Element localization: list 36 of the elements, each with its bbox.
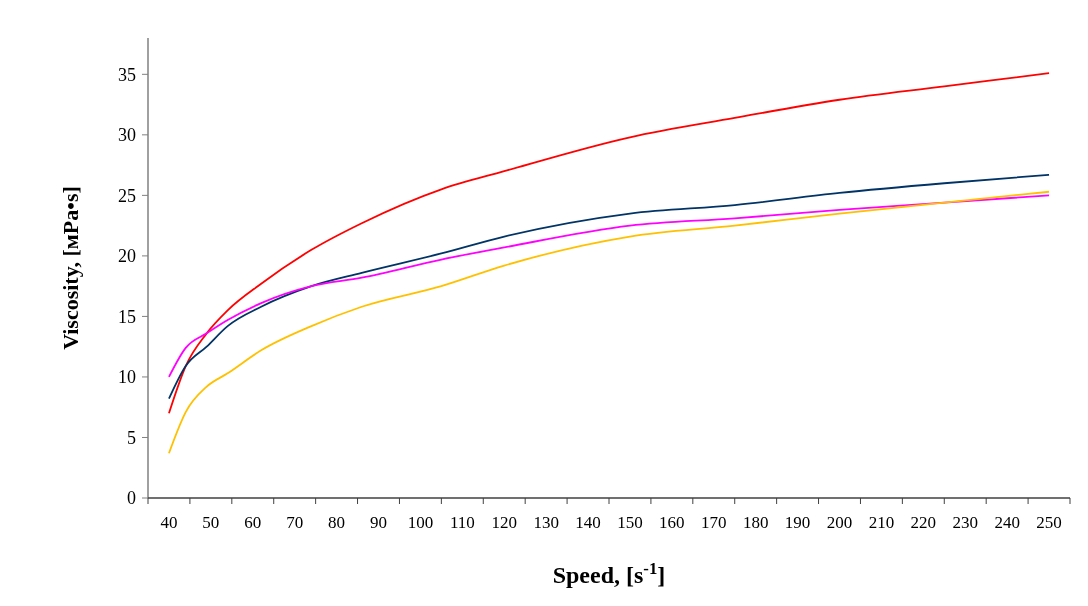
line-series xyxy=(168,194,1050,378)
x-tick-label: 220 xyxy=(910,513,937,532)
x-tick-label: 210 xyxy=(868,513,895,532)
x-tick-label: 200 xyxy=(826,513,853,532)
x-tick-label: 110 xyxy=(449,513,475,532)
x-axis-title: Speed, [s$^{-1}$] xyxy=(552,558,666,588)
line-series xyxy=(168,173,1050,400)
x-tick-label: 190 xyxy=(784,513,811,532)
x-tick-label: 80 xyxy=(328,513,346,532)
x-tick-label: 130 xyxy=(533,513,559,532)
line-series xyxy=(168,190,1050,455)
x-tick-label: 70 xyxy=(286,513,304,532)
y-tick-label: 5 xyxy=(127,427,136,448)
x-tick-label: 60 xyxy=(244,513,262,532)
x-tick-label: 250 xyxy=(1036,513,1062,532)
y-axis-title: Viscosity, [мPa•s] xyxy=(58,186,83,350)
x-tick-label: 180 xyxy=(742,513,769,532)
x-tick-label: 230 xyxy=(952,513,978,532)
y-tick-label: 0 xyxy=(127,488,136,509)
x-tick-label: 50 xyxy=(202,513,220,532)
y-tick-label: 30 xyxy=(118,125,136,146)
x-tick-label: 240 xyxy=(994,513,1020,532)
y-tick-label: 20 xyxy=(118,246,136,267)
line-series xyxy=(168,72,1050,415)
y-tick-label: 25 xyxy=(118,185,136,206)
x-tick-label: 100 xyxy=(407,513,434,532)
x-tick-label: 160 xyxy=(659,513,685,532)
x-tick-label: 40 xyxy=(160,513,178,532)
y-tick-label: 10 xyxy=(118,367,136,388)
x-tick-label: 170 xyxy=(701,513,727,532)
x-tick-label: 90 xyxy=(370,513,387,532)
x-tick-label: 120 xyxy=(491,513,517,532)
y-tick-label: 15 xyxy=(118,306,136,327)
y-tick-label: 35 xyxy=(118,64,136,85)
x-tick-label: 140 xyxy=(575,513,601,532)
x-tick-label: 150 xyxy=(617,513,643,532)
